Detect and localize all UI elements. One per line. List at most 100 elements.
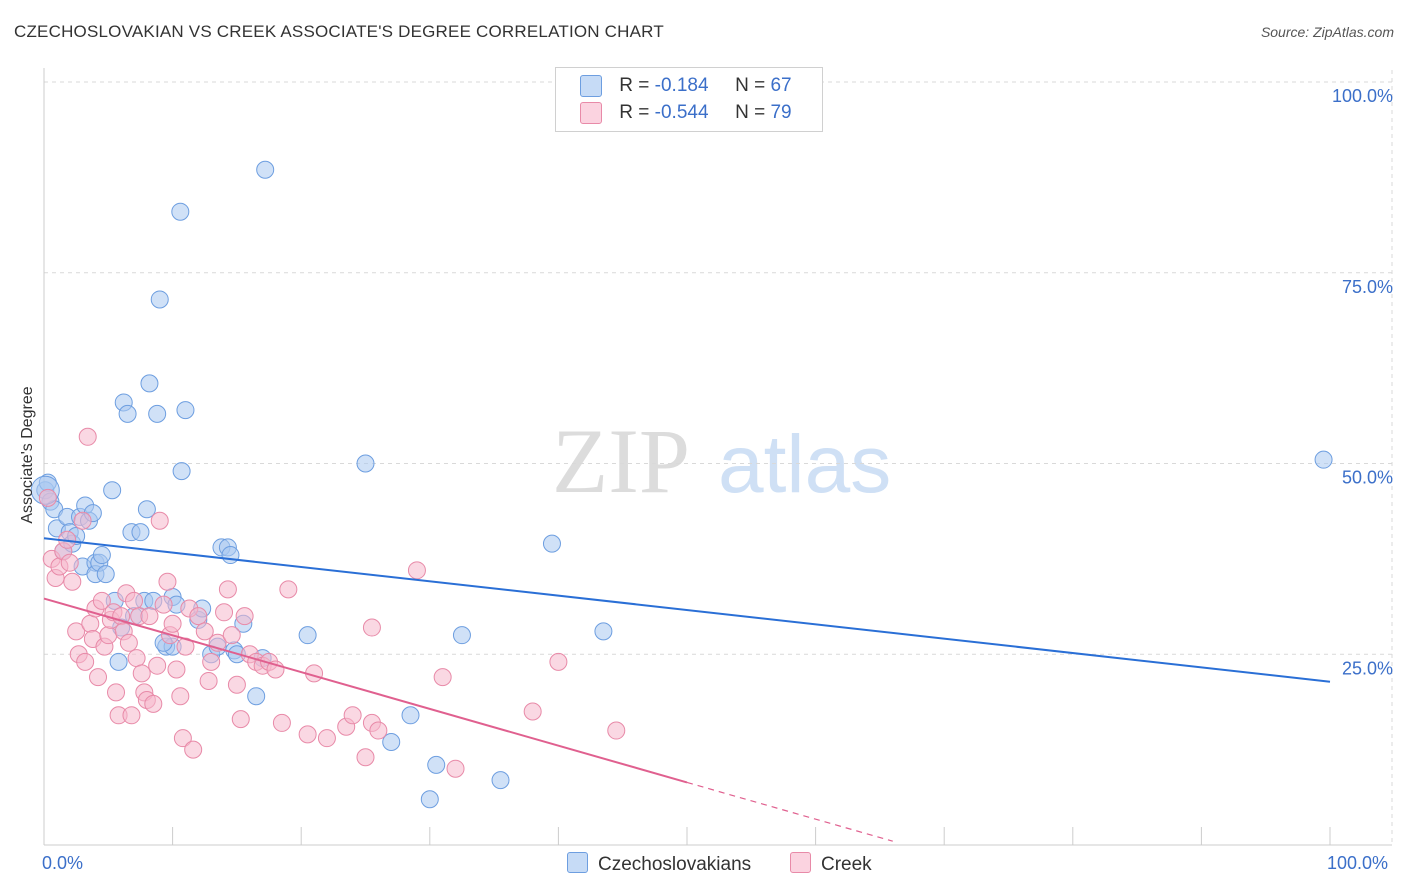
chart-title: CZECHOSLOVAKIAN VS CREEK ASSOCIATE'S DEG…	[14, 22, 664, 41]
data-point-creek	[148, 656, 167, 675]
data-point-creek	[356, 748, 375, 767]
data-point-creek	[195, 622, 214, 641]
data-point-creek	[158, 572, 177, 591]
data-point-creek	[67, 622, 86, 641]
trend-lines	[43, 537, 1331, 842]
data-point-creek	[231, 710, 250, 729]
data-point-creek	[189, 607, 208, 626]
data-point-creek	[549, 652, 568, 671]
legend-n-value: 79	[770, 102, 792, 124]
data-point-creek	[122, 706, 141, 725]
y-tick-label: 25.0%	[1342, 658, 1393, 678]
data-point-czechoslovakians	[148, 404, 167, 423]
data-point-czechoslovakians	[137, 500, 156, 519]
y-tick-label: 50.0%	[1342, 468, 1393, 488]
data-point-czechoslovakians	[401, 706, 420, 725]
data-point-creek	[171, 687, 190, 706]
data-point-creek	[218, 580, 237, 599]
bottom-legend-swatch-blue	[567, 852, 588, 873]
bottom-legend-label-czechoslovakians: Czechoslovakians	[598, 854, 752, 875]
data-point-creek	[73, 511, 92, 530]
data-point-creek	[317, 729, 336, 748]
data-point-czechoslovakians	[247, 687, 266, 706]
data-point-czechoslovakians	[594, 622, 613, 641]
data-point-czechoslovakians	[1314, 450, 1333, 469]
data-point-creek	[298, 725, 317, 744]
data-point-creek	[272, 713, 291, 732]
bottom-legend-label-creek: Creek	[821, 854, 872, 875]
data-point-creek	[407, 561, 426, 580]
data-point-creek	[173, 729, 192, 748]
data-point-czechoslovakians	[172, 462, 191, 481]
data-point-creek	[202, 652, 221, 671]
data-point-creek	[99, 626, 118, 645]
data-point-creek	[607, 721, 626, 740]
data-point-creek	[523, 702, 542, 721]
data-point-creek	[433, 668, 452, 687]
data-point-czechoslovakians	[256, 160, 275, 179]
legend-r-label: R =	[619, 102, 655, 124]
data-point-creek	[63, 572, 82, 591]
series-creek	[38, 427, 626, 778]
data-point-czechoslovakians	[427, 755, 446, 774]
data-point-czechoslovakians	[171, 202, 190, 221]
source-label: Source: ZipAtlas.com	[1260, 24, 1394, 40]
trend-line-czechoslovakians	[43, 537, 1331, 683]
data-point-creek	[184, 740, 203, 759]
y-axis-label: Associate's Degree	[19, 386, 36, 524]
legend-n-label: N =	[735, 75, 771, 97]
x-tick-label-min: 0.0%	[42, 853, 84, 873]
legend-swatch-pink	[580, 102, 602, 124]
data-point-creek	[215, 603, 234, 622]
data-point-czechoslovakians	[118, 404, 137, 423]
data-point-creek	[144, 694, 163, 713]
data-point-creek	[235, 607, 254, 626]
data-point-czechoslovakians	[131, 523, 150, 542]
data-point-creek	[127, 649, 146, 668]
data-point-czechoslovakians	[356, 454, 375, 473]
grid-lines	[44, 70, 1393, 845]
data-point-czechoslovakians	[420, 790, 439, 809]
data-point-creek	[89, 668, 108, 687]
data-point-creek	[140, 607, 159, 626]
correlation-legend: R = -0.184 N = 67 R = -0.544 N = 79	[555, 67, 823, 132]
data-point-czechoslovakians	[176, 401, 195, 420]
data-point-creek	[343, 706, 362, 725]
data-point-creek	[369, 721, 388, 740]
legend-n-value: 67	[770, 75, 792, 97]
legend-swatch-blue	[580, 75, 602, 97]
axes	[43, 68, 1392, 846]
data-point-creek	[107, 683, 126, 702]
data-point-creek	[78, 427, 97, 446]
data-point-creek	[150, 511, 169, 530]
watermark: ZIP atlas	[552, 410, 891, 512]
watermark-atlas: atlas	[718, 419, 891, 510]
data-point-czechoslovakians	[92, 546, 111, 565]
data-point-creek	[132, 664, 151, 683]
data-point-czechoslovakians	[491, 771, 510, 790]
data-point-czechoslovakians	[96, 565, 115, 584]
data-point-creek	[227, 675, 246, 694]
legend-r-value: -0.544	[654, 102, 709, 124]
data-point-creek	[76, 652, 95, 671]
bottom-legend-swatch-pink	[790, 852, 811, 873]
data-point-creek	[119, 633, 138, 652]
data-point-creek	[81, 614, 100, 633]
legend-r-value: -0.184	[654, 75, 709, 97]
bottom-legend-creek: Creek	[790, 852, 872, 876]
bottom-legend-czechoslovakians: Czechoslovakians	[567, 852, 751, 876]
data-point-czechoslovakians	[452, 626, 471, 645]
data-point-creek	[362, 618, 381, 637]
data-point-czechoslovakians	[150, 290, 169, 309]
data-point-creek	[154, 595, 173, 614]
y-tick-label: 75.0%	[1342, 277, 1393, 297]
y-tick-labels: 25.0% 50.0% 75.0% 100.0%	[1332, 86, 1393, 678]
data-point-czechoslovakians	[298, 626, 317, 645]
data-point-creek	[60, 553, 79, 572]
data-point-creek	[222, 626, 241, 645]
trend-line-creek	[43, 597, 688, 784]
data-point-czechoslovakians	[382, 732, 401, 751]
data-point-czechoslovakians	[542, 534, 561, 553]
y-tick-label: 100.0%	[1332, 86, 1393, 106]
